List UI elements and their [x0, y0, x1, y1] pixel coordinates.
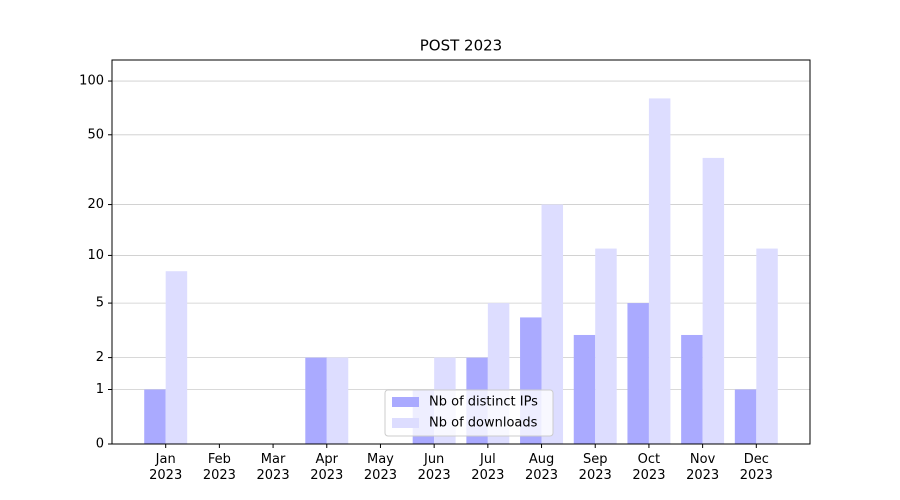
- bar: [756, 248, 778, 444]
- x-tick-label: Sep 2023: [578, 452, 612, 483]
- bar: [144, 389, 166, 444]
- y-tick-label: 1: [96, 382, 104, 397]
- x-tick-label: Jun 2023: [417, 452, 451, 483]
- y-tick-label: 20: [87, 197, 104, 212]
- x-tick-label: May 2023: [363, 452, 397, 483]
- x-tick-label: Apr 2023: [310, 452, 344, 483]
- bar: [305, 357, 327, 444]
- plot-frame: [111, 59, 811, 445]
- y-tick-label: 5: [96, 296, 104, 311]
- legend-swatch: [392, 397, 419, 407]
- y-tick-label: 10: [87, 248, 104, 263]
- bar: [702, 157, 725, 444]
- x-tick-label: Aug 2023: [524, 452, 559, 483]
- bar: [326, 357, 349, 444]
- x-tick-label: Oct 2023: [632, 452, 666, 483]
- grid: [112, 80, 810, 445]
- legend-swatch: [392, 418, 419, 428]
- legend-label: Nb of distinct IPs: [429, 395, 538, 410]
- bar: [648, 98, 671, 445]
- bar: [165, 271, 188, 444]
- x-tick-label: Mar 2023: [256, 452, 290, 483]
- x-tick-label: Jan 2023: [149, 452, 183, 483]
- bar: [681, 334, 703, 444]
- x-tick-label: Feb 2023: [202, 452, 236, 483]
- y-tick-label: 2: [96, 350, 104, 365]
- x-tick-label: Jul 2023: [471, 452, 505, 483]
- y-tick-label: 100: [79, 74, 104, 89]
- bar: [627, 303, 649, 444]
- legend: Nb of distinct IPs Nb of downloads: [384, 389, 554, 437]
- x-tick-label: Dec 2023: [739, 452, 773, 483]
- chart-title: POST 2023: [420, 37, 502, 55]
- y-tick-label: 50: [87, 127, 104, 142]
- legend-frame: [384, 389, 554, 437]
- legend-label: Nb of downloads: [429, 416, 538, 431]
- y-tick-label: 0: [96, 437, 104, 452]
- x-tick-label: Nov 2023: [686, 452, 720, 483]
- bar: [734, 389, 757, 444]
- bar: [573, 334, 596, 444]
- bar: [595, 248, 617, 444]
- bar: [541, 204, 564, 444]
